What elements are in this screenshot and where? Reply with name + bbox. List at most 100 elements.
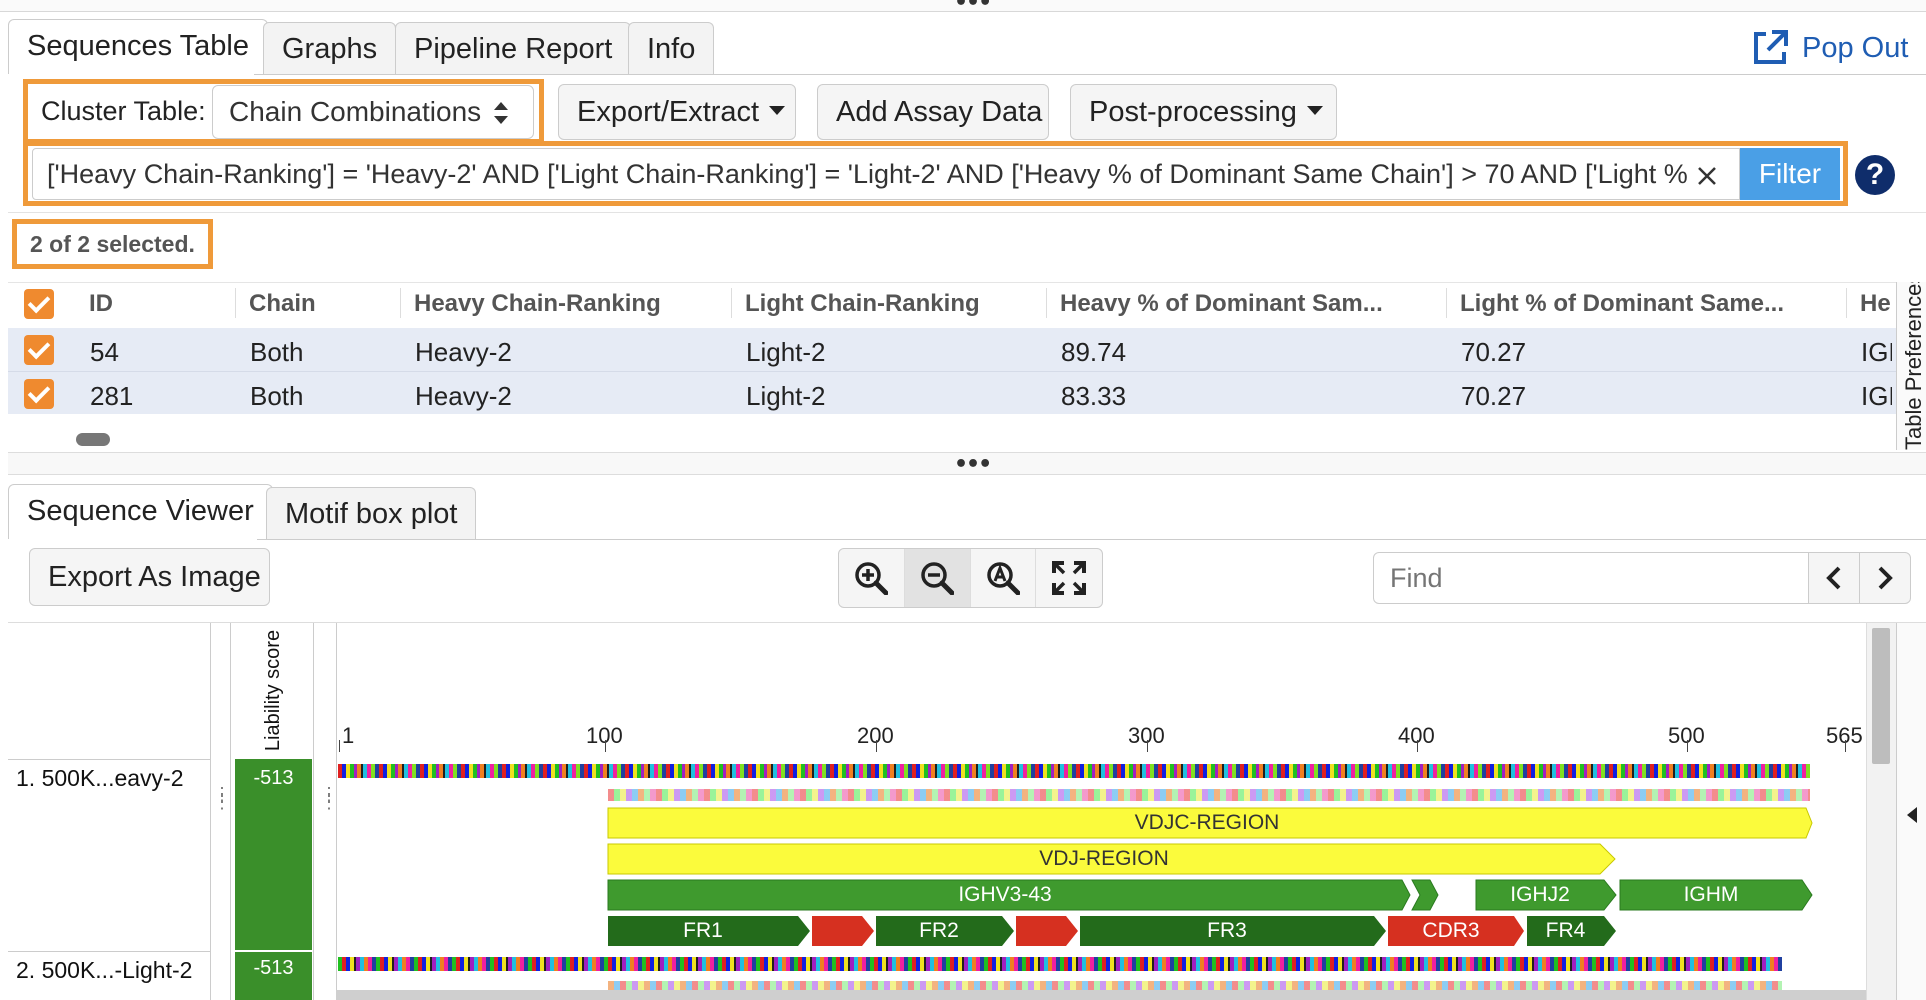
cdr3-shape[interactable] — [1388, 916, 1524, 946]
export-as-image-button[interactable]: Export As Image — [29, 548, 270, 606]
fr1-label: FR1 — [683, 919, 723, 942]
tab-info[interactable]: Info — [628, 22, 715, 74]
fr3-shape[interactable] — [1080, 916, 1386, 946]
viewer-horizontal-scrollbar[interactable] — [336, 990, 1866, 1000]
cell-heavy-gene: IGH — [1861, 337, 1892, 367]
zoom-in-button[interactable] — [839, 549, 905, 607]
ighv-fragment-shape[interactable] — [1411, 879, 1439, 911]
column-header-light-dominant[interactable]: Light % of Dominant Same... — [1460, 290, 1785, 317]
ighv-shape[interactable] — [607, 879, 1411, 911]
cluster-table-label: Cluster Table: — [41, 96, 206, 126]
consensus-track — [608, 789, 1810, 801]
cluster-table-value: Chain Combinations — [229, 96, 482, 127]
find-next-button[interactable] — [1859, 552, 1911, 604]
add-assay-data-button[interactable]: Add Assay Data — [817, 84, 1049, 140]
column-header-heavy-dominant[interactable]: Heavy % of Dominant Sam... — [1060, 290, 1383, 317]
sequence-residues-light[interactable] — [338, 957, 1782, 971]
ruler-label: 100 — [586, 723, 623, 748]
column-separator[interactable] — [1846, 288, 1847, 318]
filter-button[interactable]: Filter — [1740, 148, 1840, 200]
tab-pipeline-report[interactable]: Pipeline Report — [395, 22, 632, 74]
zoom-to-fit-button[interactable] — [971, 549, 1037, 607]
column-header-heavy-gene[interactable]: He — [1860, 290, 1891, 317]
column-header-heavy-ranking[interactable]: Heavy Chain-Ranking — [414, 290, 661, 317]
tab-graphs[interactable]: Graphs — [263, 22, 397, 74]
filter-highlight — [23, 141, 1848, 206]
sequence-residues-heavy[interactable] — [338, 764, 1810, 778]
external-link-icon — [1754, 30, 1788, 64]
column-separator[interactable] — [400, 288, 401, 318]
fr4-label: FR4 — [1545, 919, 1586, 942]
filter-divider — [8, 212, 1926, 213]
row-checkbox[interactable] — [24, 379, 54, 409]
fr2-shape[interactable] — [876, 916, 1014, 946]
column-header-light-ranking[interactable]: Light Chain-Ranking — [745, 290, 980, 317]
fr1-shape[interactable] — [608, 916, 810, 946]
zoom-in-icon — [855, 562, 889, 595]
column-separator[interactable] — [731, 288, 732, 318]
consensus-track-light — [608, 981, 1782, 991]
vertical-scrollbar-thumb[interactable] — [1872, 628, 1890, 764]
ighj-shape[interactable] — [1475, 879, 1617, 911]
liability-score-cell: -513 — [235, 952, 312, 1000]
vdj-region-shape[interactable] — [607, 843, 1616, 875]
select-all-checkbox[interactable] — [24, 289, 54, 319]
find-field[interactable] — [1373, 552, 1809, 604]
zoom-out-button[interactable] — [904, 549, 971, 607]
viewer-side-panel-toggle[interactable] — [1896, 623, 1926, 1000]
filter-input[interactable]: ['Heavy Chain-Ranking'] = 'Heavy-2' AND … — [32, 148, 1740, 200]
names-divider — [8, 951, 211, 952]
caret-left-icon[interactable] — [1906, 806, 1918, 824]
find-previous-button[interactable] — [1808, 552, 1860, 604]
names-divider — [8, 759, 211, 760]
viewer-top-border — [8, 622, 1926, 623]
fr4-shape[interactable] — [1527, 916, 1616, 946]
fullscreen-icon — [1052, 561, 1087, 595]
export-extract-button[interactable]: Export/Extract — [558, 84, 796, 140]
find-input[interactable] — [1374, 553, 1808, 603]
column-header-chain[interactable]: Chain — [249, 290, 316, 317]
post-processing-label: Post-processing — [1089, 96, 1297, 128]
sequence-name[interactable]: 2. 500K...-Light-2 — [16, 957, 193, 983]
column-separator[interactable] — [1446, 288, 1447, 318]
liability-score-value: -513 — [253, 767, 294, 789]
ruler-label: 400 — [1398, 723, 1435, 748]
cell-heavy-dominant: 83.33 — [1061, 381, 1127, 411]
column-separator[interactable] — [235, 288, 236, 318]
tab-motif-box-plot[interactable]: Motif box plot — [266, 487, 477, 539]
tab-sequence-viewer[interactable]: Sequence Viewer — [8, 484, 273, 539]
table-preferences-tab[interactable]: Table Preferences — [1896, 282, 1926, 450]
export-extract-label: Export/Extract — [577, 96, 760, 128]
tab-sequences-table[interactable]: Sequences Table — [8, 19, 268, 74]
cell-heavy-ranking: Heavy-2 — [415, 337, 512, 367]
pop-out-link[interactable]: Pop Out — [1750, 28, 1908, 68]
zoom-reset-icon — [987, 562, 1020, 595]
vdjc-region-label: VDJC-REGION — [1134, 811, 1280, 834]
cdr2-shape[interactable] — [1016, 916, 1078, 946]
clear-icon[interactable] — [1697, 166, 1717, 186]
ruler-label: 565 — [1826, 723, 1863, 748]
ruler-label: 500 — [1668, 723, 1705, 748]
help-icon[interactable]: ? — [1855, 155, 1895, 195]
cluster-table-select[interactable]: Chain Combinations — [212, 85, 534, 139]
cdr1-shape[interactable] — [812, 916, 874, 946]
zoom-out-icon — [921, 562, 955, 595]
ruler-label: 300 — [1128, 723, 1165, 748]
ruler-tick — [339, 740, 340, 752]
caret-down-icon — [1306, 105, 1323, 115]
column-header-id[interactable]: ID — [89, 290, 113, 317]
pane-resize-bar[interactable] — [8, 452, 1926, 475]
vdjc-region-shape[interactable] — [607, 807, 1813, 839]
row-divider — [8, 371, 1898, 372]
horizontal-scrollbar-thumb[interactable] — [76, 433, 110, 446]
column-separator[interactable] — [1046, 288, 1047, 318]
vdj-region-label: VDJ-REGION — [1039, 847, 1169, 870]
row-checkbox[interactable] — [24, 335, 54, 365]
top-resize-strip — [0, 0, 1926, 12]
sequence-names-panel — [8, 623, 211, 1000]
sequence-name[interactable]: 1. 500K...eavy-2 — [16, 765, 184, 791]
ighm-shape[interactable] — [1619, 879, 1813, 911]
post-processing-button[interactable]: Post-processing — [1070, 84, 1337, 140]
cell-id: 281 — [90, 381, 134, 411]
fullscreen-button[interactable] — [1036, 549, 1102, 607]
